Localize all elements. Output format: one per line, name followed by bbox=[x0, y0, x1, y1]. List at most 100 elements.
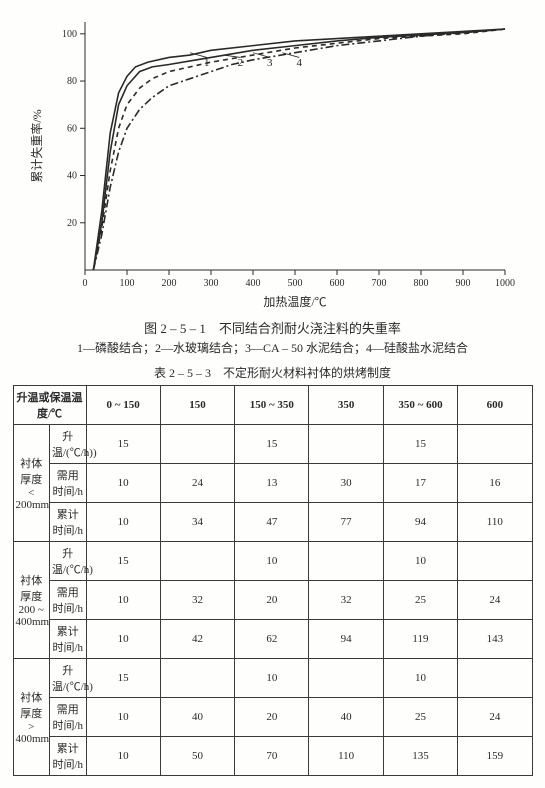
table-header: 升温或保温温度/℃ bbox=[13, 386, 86, 425]
table-cell: 40 bbox=[160, 698, 234, 737]
table-cell: 15 bbox=[235, 425, 309, 464]
table-cell: 10 bbox=[235, 659, 309, 698]
svg-text:200: 200 bbox=[161, 278, 176, 289]
table-cell: 10 bbox=[86, 737, 160, 776]
table-cell: 34 bbox=[160, 503, 234, 542]
table-cell bbox=[458, 542, 532, 581]
table-cell: 32 bbox=[160, 581, 234, 620]
table-cell bbox=[160, 425, 234, 464]
table-header: 0 ~ 150 bbox=[86, 386, 160, 425]
table-cell: 25 bbox=[383, 698, 457, 737]
table-cell: 15 bbox=[383, 425, 457, 464]
svg-text:加热温度/℃: 加热温度/℃ bbox=[263, 294, 326, 309]
table-cell: 15 bbox=[86, 542, 160, 581]
table-cell: 42 bbox=[160, 620, 234, 659]
svg-text:20: 20 bbox=[67, 218, 77, 229]
svg-text:3: 3 bbox=[267, 57, 273, 69]
table-cell: 77 bbox=[309, 503, 383, 542]
svg-text:40: 40 bbox=[67, 171, 77, 182]
table-cell: 70 bbox=[235, 737, 309, 776]
table-cell: 159 bbox=[458, 737, 532, 776]
table-cell: 135 bbox=[383, 737, 457, 776]
svg-text:2: 2 bbox=[237, 57, 243, 69]
svg-text:累计失重率/%: 累计失重率/% bbox=[29, 109, 44, 182]
table-cell: 24 bbox=[458, 698, 532, 737]
svg-text:500: 500 bbox=[287, 278, 302, 289]
table-row: 衬体厚度 200 ~ 400mm升温/(℃/h)151010 bbox=[13, 542, 532, 581]
table-cell: 47 bbox=[235, 503, 309, 542]
table-cell: 25 bbox=[383, 581, 457, 620]
table-cell: 累计时间/h bbox=[50, 503, 87, 542]
table-cell: 16 bbox=[458, 464, 532, 503]
svg-text:600: 600 bbox=[329, 278, 344, 289]
table-cell: 10 bbox=[383, 659, 457, 698]
figure-legend: 1—磷酸结合；2—水玻璃结合；3—CA – 50 水泥结合；4—硅酸盐水泥结合 bbox=[8, 339, 537, 356]
table-row: 衬体厚度 < 200mm升温/(℃/h))151515 bbox=[13, 425, 532, 464]
table-header: 350 ~ 600 bbox=[383, 386, 457, 425]
table-row: 需用时间/h102413301716 bbox=[13, 464, 532, 503]
table-cell: 17 bbox=[383, 464, 457, 503]
table-cell: 24 bbox=[458, 581, 532, 620]
table-cell bbox=[309, 659, 383, 698]
table-cell: 需用时间/h bbox=[50, 581, 87, 620]
table-cell: 衬体厚度 200 ~ 400mm bbox=[13, 542, 50, 659]
table-header: 600 bbox=[458, 386, 532, 425]
table-cell: 升温/(℃/h)) bbox=[50, 425, 87, 464]
table-cell: 62 bbox=[235, 620, 309, 659]
table-cell: 20 bbox=[235, 581, 309, 620]
table-cell: 衬体厚度 > 400mm bbox=[13, 659, 50, 776]
svg-text:800: 800 bbox=[413, 278, 428, 289]
table-cell: 13 bbox=[235, 464, 309, 503]
table-cell: 50 bbox=[160, 737, 234, 776]
table-title: 表 2 – 5 – 3 不定形耐火材料衬体的烘烤制度 bbox=[8, 364, 537, 381]
figure-caption: 图 2 – 5 – 1 不同结合剂耐火浇注料的失重率 bbox=[8, 318, 537, 337]
table-row: 累计时间/h1034477794110 bbox=[13, 503, 532, 542]
svg-text:100: 100 bbox=[62, 29, 77, 40]
svg-text:60: 60 bbox=[67, 123, 77, 134]
table-cell: 衬体厚度 < 200mm bbox=[13, 425, 50, 542]
table-header: 150 bbox=[160, 386, 234, 425]
table-row: 需用时间/h103220322524 bbox=[13, 581, 532, 620]
table-cell: 20 bbox=[235, 698, 309, 737]
table-cell: 15 bbox=[86, 425, 160, 464]
svg-text:700: 700 bbox=[371, 278, 386, 289]
table-cell: 累计时间/h bbox=[50, 620, 87, 659]
table-row: 需用时间/h104020402524 bbox=[13, 698, 532, 737]
chart-container: 0100200300400500600700800900100020406080… bbox=[23, 12, 523, 312]
weight-loss-chart: 0100200300400500600700800900100020406080… bbox=[23, 12, 523, 312]
table-cell bbox=[458, 659, 532, 698]
table-cell: 10 bbox=[235, 542, 309, 581]
table-cell bbox=[458, 425, 532, 464]
table-cell: 30 bbox=[309, 464, 383, 503]
svg-text:100: 100 bbox=[119, 278, 134, 289]
table-cell: 94 bbox=[309, 620, 383, 659]
table-cell: 94 bbox=[383, 503, 457, 542]
table-cell bbox=[160, 542, 234, 581]
table-cell: 10 bbox=[86, 464, 160, 503]
table-cell: 32 bbox=[309, 581, 383, 620]
table-cell: 需用时间/h bbox=[50, 698, 87, 737]
svg-text:900: 900 bbox=[455, 278, 470, 289]
table-cell: 10 bbox=[86, 503, 160, 542]
svg-text:0: 0 bbox=[82, 278, 87, 289]
table-cell: 40 bbox=[309, 698, 383, 737]
table-cell: 升温/(℃/h) bbox=[50, 542, 87, 581]
table-cell: 10 bbox=[383, 542, 457, 581]
table-cell: 143 bbox=[458, 620, 532, 659]
table-cell bbox=[309, 425, 383, 464]
table-header: 350 bbox=[309, 386, 383, 425]
table-header: 150 ~ 350 bbox=[235, 386, 309, 425]
table-cell: 10 bbox=[86, 698, 160, 737]
table-cell: 24 bbox=[160, 464, 234, 503]
svg-text:1: 1 bbox=[204, 57, 210, 69]
table-row: 衬体厚度 > 400mm升温/(℃/h)151010 bbox=[13, 659, 532, 698]
table-row: 累计时间/h105070110135159 bbox=[13, 737, 532, 776]
table-cell: 需用时间/h bbox=[50, 464, 87, 503]
table-cell: 110 bbox=[309, 737, 383, 776]
table-row: 累计时间/h10426294119143 bbox=[13, 620, 532, 659]
svg-text:4: 4 bbox=[296, 57, 302, 69]
baking-schedule-table: 升温或保温温度/℃0 ~ 150150150 ~ 350350350 ~ 600… bbox=[13, 385, 533, 776]
svg-text:1000: 1000 bbox=[495, 278, 515, 289]
svg-text:300: 300 bbox=[203, 278, 218, 289]
table-cell: 累计时间/h bbox=[50, 737, 87, 776]
